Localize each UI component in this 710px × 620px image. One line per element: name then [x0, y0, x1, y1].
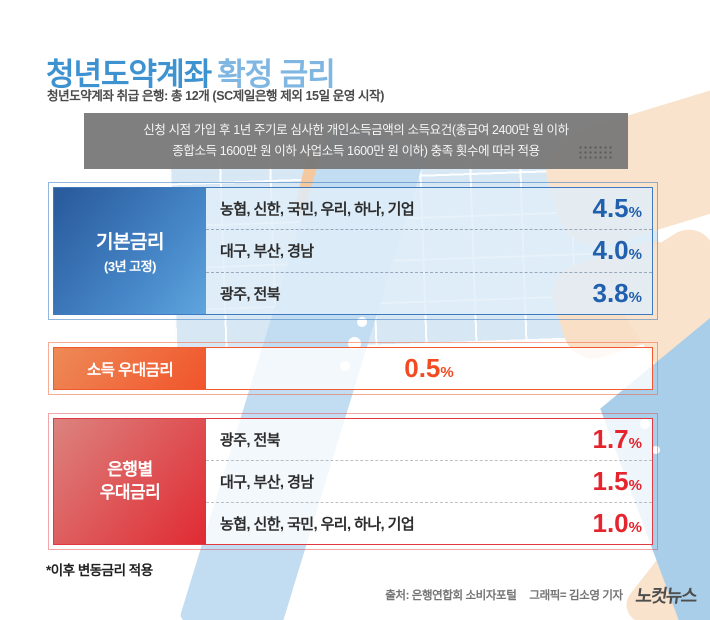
rate-value: 1.7%: [593, 424, 643, 455]
rate-value: 1.5%: [593, 466, 643, 497]
section-income-bonus: 소득 우대금리 0.5%: [48, 342, 658, 395]
rate-value: 4.5%: [593, 193, 643, 224]
percent-sign: %: [628, 204, 642, 222]
bank-bonus-label: 은행별 우대금리: [54, 419, 206, 544]
bank-list: 대구, 부산, 경남: [220, 474, 314, 491]
table-row: 광주, 전북 1.7%: [206, 419, 652, 461]
base-rate-label-title: 기본금리: [96, 232, 164, 253]
bank-list: 광주, 전북: [220, 285, 281, 303]
income-bonus-label: 소득 우대금리: [54, 348, 206, 389]
section-bank-bonus: 은행별 우대금리 광주, 전북 1.7% 대구, 부산, 경남 1.5% 농협,…: [48, 413, 658, 550]
bank-list: 농협, 신한, 국민, 우리, 하나, 기업: [220, 516, 415, 533]
bank-bonus-label-line1: 은행별: [107, 460, 153, 480]
income-bonus-rows: 0.5%: [206, 348, 652, 389]
page-title: 청년도약계좌 확정 금리: [46, 49, 336, 94]
rate-number: 1.0: [592, 508, 629, 538]
notice-box: 신청 시점 가입 후 1년 주기로 심사한 개인소득금액의 소득요건(총급여 2…: [84, 113, 628, 169]
title-strong: 청년도약계좌: [46, 56, 212, 92]
percent-sign: %: [628, 519, 642, 536]
table-row: 농협, 신한, 국민, 우리, 하나, 기업 4.5%: [206, 188, 652, 231]
rate-value: 1.0%: [593, 508, 643, 539]
base-rate-label-sub: (3년 고정): [104, 259, 156, 274]
pencil-dot-icon: [652, 446, 660, 454]
bank-list: 대구, 부산, 경남: [220, 243, 314, 261]
table-row: 0.5%: [206, 348, 652, 389]
percent-sign: %: [628, 477, 642, 494]
bank-bonus-rows: 광주, 전북 1.7% 대구, 부산, 경남 1.5% 농협, 신한, 국민, …: [206, 419, 652, 544]
source-credit: 출처: 은행연합회 소비자포털: [385, 590, 517, 602]
percent-sign: %: [628, 288, 642, 306]
rate-value: 0.5%: [404, 353, 454, 384]
income-bonus-label-title: 소득 우대금리: [86, 361, 174, 379]
rate-value: 3.8%: [593, 278, 643, 309]
halftone-dots-icon: [578, 145, 614, 159]
bank-bonus-label-line2: 우대금리: [99, 482, 161, 502]
percent-sign: %: [628, 435, 642, 452]
rate-number: 1.7: [592, 424, 629, 454]
table-row: 대구, 부산, 경남 1.5%: [206, 461, 652, 503]
credits-bar: 출처: 은행연합회 소비자포털 그래픽= 김소영 기자 노컷뉴스: [300, 582, 698, 608]
base-rate-rows: 농협, 신한, 국민, 우리, 하나, 기업 4.5% 대구, 부산, 경남 4…: [206, 188, 652, 314]
bank-list: 농협, 신한, 국민, 우리, 하나, 기업: [220, 201, 415, 219]
percent-sign: %: [440, 364, 454, 381]
rate-number: 4.0: [592, 235, 629, 266]
percent-sign: %: [628, 246, 642, 264]
pen-dot-icon: [357, 317, 367, 327]
notice-line-2: 종합소득 1600만 원 이하 사업소득 1600만 원 이하) 충족 횟수에 …: [172, 144, 540, 158]
title-light: 확정 금리: [217, 56, 336, 92]
table-row: 농협, 신한, 국민, 우리, 하나, 기업 1.0%: [206, 503, 652, 544]
section-base-rate: 기본금리 (3년 고정) 농협, 신한, 국민, 우리, 하나, 기업 4.5%…: [48, 182, 658, 320]
rate-number: 3.8: [592, 277, 629, 308]
rate-value: 4.0%: [593, 235, 643, 266]
table-row: 광주, 전북 3.8%: [206, 273, 652, 314]
bank-list: 광주, 전북: [220, 432, 281, 449]
page-subtitle: 청년도약계좌 취급 은행: 총 12개 (SC제일은행 제외 15일 운영 시작…: [47, 88, 385, 103]
base-rate-label: 기본금리 (3년 고정): [54, 188, 206, 314]
footnote: *이후 변동금리 적용: [46, 563, 153, 578]
notice-line-1: 신청 시점 가입 후 1년 주기로 심사한 개인소득금액의 소득요건(총급여 2…: [143, 123, 569, 138]
pen-dot-icon: [348, 337, 361, 350]
rate-number: 4.5: [592, 193, 629, 224]
table-row: 대구, 부산, 경남 4.0%: [206, 230, 652, 273]
graphic-credit: 그래픽= 김소영 기자: [529, 590, 623, 602]
nocut-news-logo: 노컷뉴스: [634, 586, 698, 606]
rate-number: 0.5: [404, 353, 441, 383]
rate-number: 1.5: [592, 466, 629, 496]
